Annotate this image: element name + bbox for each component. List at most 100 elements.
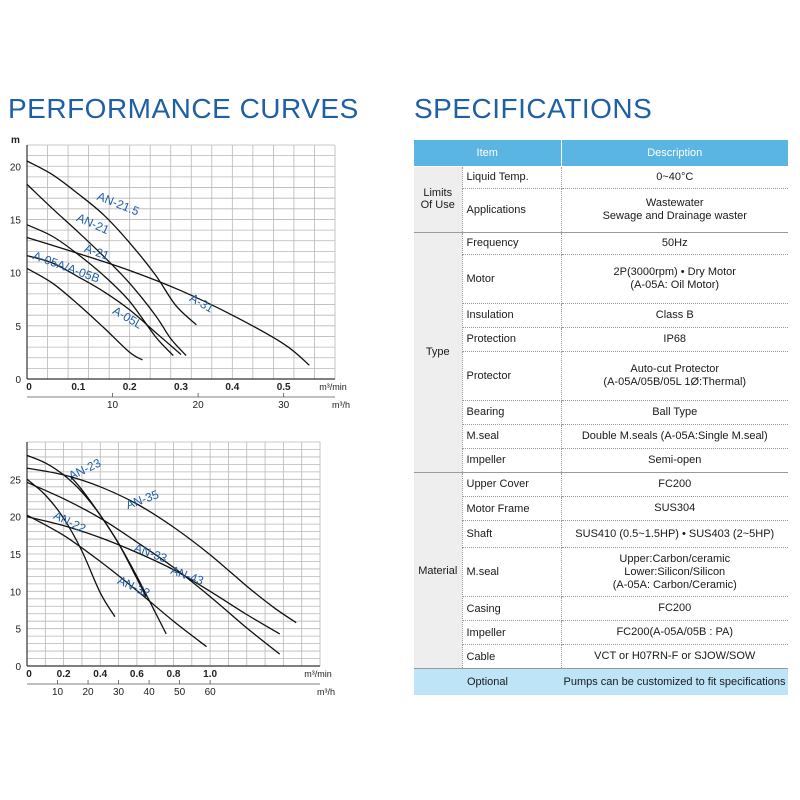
x-tick-label: 0.4	[225, 382, 239, 393]
spec-row: Applications Wastewater Sewage and Drainag…	[414, 188, 788, 233]
spec-description: VCT or H07RN-F or SJOW/SOW	[561, 644, 788, 670]
curve-unlabeled	[70, 476, 147, 597]
x2-tick-label: 60	[205, 687, 217, 698]
spec-item: Impeller	[462, 620, 562, 646]
spec-row: Protection IP68	[414, 327, 788, 352]
curve-an-43	[26, 516, 281, 635]
x-axis-label: m³/min	[304, 669, 332, 679]
x2-tick-label: 10	[52, 687, 64, 698]
spec-row: M.seal Double M.seals (A-05A:Single M.sea…	[414, 424, 788, 449]
y-tick-label: 0	[15, 375, 21, 386]
spec-description: 2P(3000rpm) • Dry Motor (A-05A: Oil Motor…	[561, 254, 788, 304]
spec-item: M.seal	[462, 424, 562, 449]
curve-a-05a-a-05b	[26, 254, 182, 355]
spec-item: Protection	[462, 327, 562, 352]
spec-description: 50Hz	[561, 232, 788, 255]
spec-item: Insulation	[462, 303, 562, 328]
x-tick-label: 0.6	[130, 669, 144, 680]
x-tick-label: 0.3	[174, 382, 188, 393]
x-tick-label: 0	[26, 382, 32, 393]
spec-item: Liquid Temp.	[462, 166, 562, 189]
spec-row: Casing FC200	[414, 596, 788, 622]
x-tick-label: 0.2	[123, 382, 137, 393]
y-axis-label: m	[11, 135, 20, 146]
spec-item: Casing	[462, 596, 562, 622]
spec-row: Impeller Semi-open	[414, 448, 788, 473]
curve-an-21	[26, 183, 187, 357]
x2-axis-label: m³/h	[332, 400, 350, 410]
spec-item: Motor Frame	[462, 496, 562, 522]
spec-description: Class B	[561, 303, 788, 328]
spec-item: Frequency	[462, 232, 562, 255]
item-header: Item	[414, 140, 562, 167]
spec-category: Material	[414, 472, 463, 670]
spec-row: Type Frequency 50Hz	[414, 232, 788, 473]
spec-item: Shaft	[462, 520, 562, 549]
x-tick-label: 0.4	[93, 669, 107, 680]
x2-tick-label: 30	[278, 400, 290, 410]
x2-tick-label: 30	[113, 687, 125, 698]
curve-an-33	[26, 481, 281, 655]
spec-description: Auto-cut Protector (A-05A/05B/05L 1Ø:Ther…	[561, 351, 788, 401]
y-tick-label: 25	[10, 475, 22, 486]
spec-description: FC200	[561, 472, 788, 497]
x2-tick-label: 10	[107, 400, 119, 410]
spec-row: M.seal Upper:Carbon/ceramic Lower:Silicon/…	[414, 547, 788, 598]
x-tick-label: 0.2	[57, 669, 71, 680]
spec-item: M.seal	[462, 547, 562, 598]
y-tick-label: 15	[10, 215, 22, 226]
spec-description: Double M.seals (A-05A:Single M.seal)	[561, 424, 788, 449]
y-tick-label: 5	[15, 625, 21, 636]
spec-description: Ball Type	[561, 400, 788, 425]
y-tick-label: 20	[10, 162, 22, 173]
spec-description: Semi-open	[561, 448, 788, 473]
spec-description: SUS304	[561, 496, 788, 522]
spec-description: FC200	[561, 596, 788, 622]
x-tick-label: 0.8	[167, 669, 181, 680]
spec-item: Cable	[462, 644, 562, 670]
spec-item: Protector	[462, 351, 562, 401]
y-tick-label: 10	[10, 587, 22, 598]
spec-row: Motor 2P(3000rpm) • Dry Motor (A-05A: Oil …	[414, 254, 788, 304]
spec-item: Upper Cover	[462, 472, 562, 497]
x-tick-label: 0.1	[71, 382, 85, 393]
spec-description: Upper:Carbon/ceramic Lower:Silicon/Silico…	[561, 547, 788, 598]
x2-tick-label: 40	[144, 687, 156, 698]
x2-axis-label: m³/h	[317, 687, 335, 697]
curve-an-32	[26, 514, 207, 648]
x-tick-label: 1.0	[203, 669, 217, 680]
description-header: Description	[561, 140, 788, 167]
y-tick-label: 15	[10, 550, 22, 561]
curve-label-an-32: AN-32	[115, 573, 152, 600]
spec-optional-row: Optional Pumps can be customized to fit s…	[414, 668, 788, 695]
x-tick-label: 0	[26, 669, 32, 680]
spec-row: Bearing Ball Type	[414, 400, 788, 425]
spec-item: Motor	[462, 254, 562, 304]
optional-description: Pumps can be customized to fit specifica…	[561, 668, 788, 695]
spec-item: Impeller	[462, 448, 562, 473]
y-tick-label: 20	[10, 513, 22, 524]
performance-chart-1: 0 5 10 15 20 m 0 0.1 0.2 0.3 0.4 0.5 m³/min 10 20 30 m³/…	[10, 135, 350, 410]
spec-description: IP68	[561, 327, 788, 352]
specifications-title: SPECIFICATIONS	[414, 93, 653, 124]
spec-description: 0~40°C	[561, 166, 788, 189]
curve-a-31	[26, 236, 310, 366]
spec-row: Cable VCT or H07RN-F or SJOW/SOW	[414, 644, 788, 670]
spec-row: Insulation Class B	[414, 303, 788, 328]
curve-an-35	[26, 467, 297, 624]
spec-description: Wastewater Sewage and Drainage waster	[561, 188, 788, 233]
spec-category: Type	[414, 232, 463, 473]
curve-an-21-5	[26, 160, 197, 326]
spec-row: Protector Auto-cut Protector (A-05A/05B/05…	[414, 351, 788, 401]
performance-chart-2: 0 5 10 15 20 25 0 0.2 0.4 0.6 0.8 1.0 m³/min 10 20 30 40…	[10, 441, 335, 698]
spec-row: Motor Frame SUS304	[414, 496, 788, 522]
spec-row: Limits Of Use Liquid Temp. 0~40°C	[414, 166, 788, 233]
curve-a-05l	[26, 267, 143, 361]
spec-item: Bearing	[462, 400, 562, 425]
optional-label: Optional	[414, 668, 561, 695]
spec-item: Applications	[462, 188, 562, 233]
x2-tick-label: 20	[82, 687, 94, 698]
performance-curves-title: PERFORMANCE CURVES	[8, 93, 359, 124]
y-tick-label: 0	[15, 662, 21, 673]
y-tick-label: 5	[15, 322, 21, 333]
